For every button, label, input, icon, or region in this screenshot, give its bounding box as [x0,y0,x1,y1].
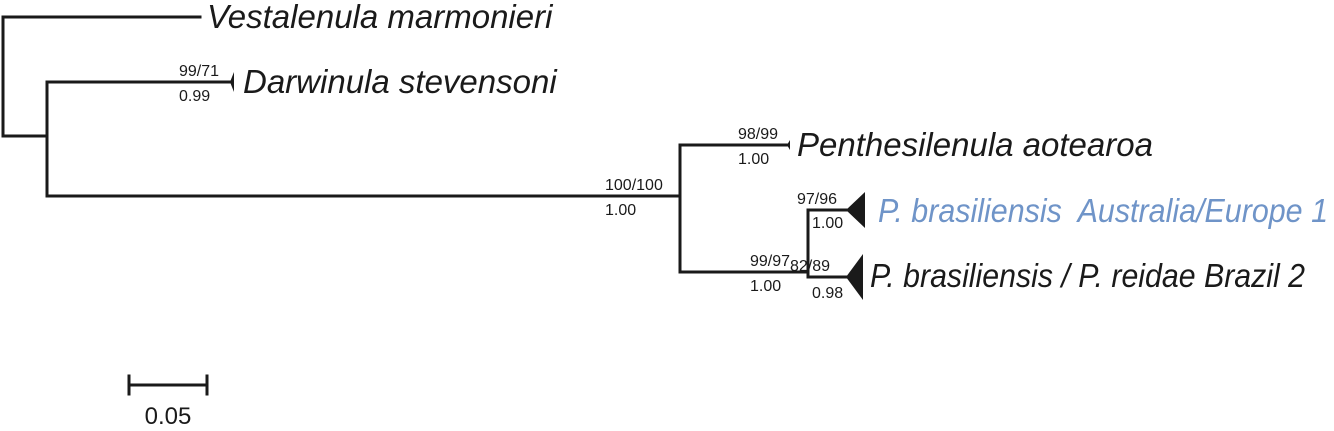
support-pbras-node-posterior: 1.00 [750,278,781,295]
taxon-label-pbras-aus-europe: P. brasiliensis Australia/Europe 1 [878,192,1328,229]
scale-bar: 0.05 [127,374,209,430]
scale-bar-line [127,374,209,396]
taxon-label-vestalenula: Vestalenula marmonieri [207,0,554,35]
support-brazil-bootstrap: 82/89 [790,258,830,275]
root-branch [1,15,49,138]
collapsed-clade-aus-europe [846,192,865,228]
support-aus-bootstrap: 97/96 [797,191,837,208]
tree-branches [1,15,848,279]
support-penthesilenula-posterior: 1.00 [738,151,769,168]
scale-bar-label: 0.05 [145,403,192,430]
support-ingroup-posterior: 1.00 [605,202,636,219]
support-pbras-node-bootstrap: 99/97 [750,253,790,270]
support-darwinula-bootstrap: 99/71 [179,63,219,80]
support-darwinula-posterior: 0.99 [179,88,210,105]
collapsed-clade-brazil [846,254,863,300]
taxon-label-pbras-brazil: P. brasiliensis / P. reidae Brazil 2 [870,257,1305,294]
support-penthesilenula-bootstrap: 98/99 [738,126,778,143]
support-ingroup-bootstrap: 100/100 [605,177,663,194]
penthesilenula-tip-wedge [787,140,790,150]
taxon-label-penthesilenula: Penthesilenula aotearoa [797,126,1153,163]
taxon-label-darwinula: Darwinula stevensoni [243,63,558,100]
darwinula-tip-wedge [230,72,234,92]
support-aus-posterior: 1.00 [812,215,843,232]
support-brazil-posterior: 0.98 [812,285,843,302]
